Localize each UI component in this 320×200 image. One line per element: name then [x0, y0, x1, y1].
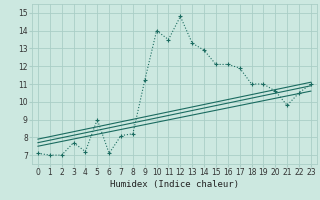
X-axis label: Humidex (Indice chaleur): Humidex (Indice chaleur): [110, 180, 239, 189]
